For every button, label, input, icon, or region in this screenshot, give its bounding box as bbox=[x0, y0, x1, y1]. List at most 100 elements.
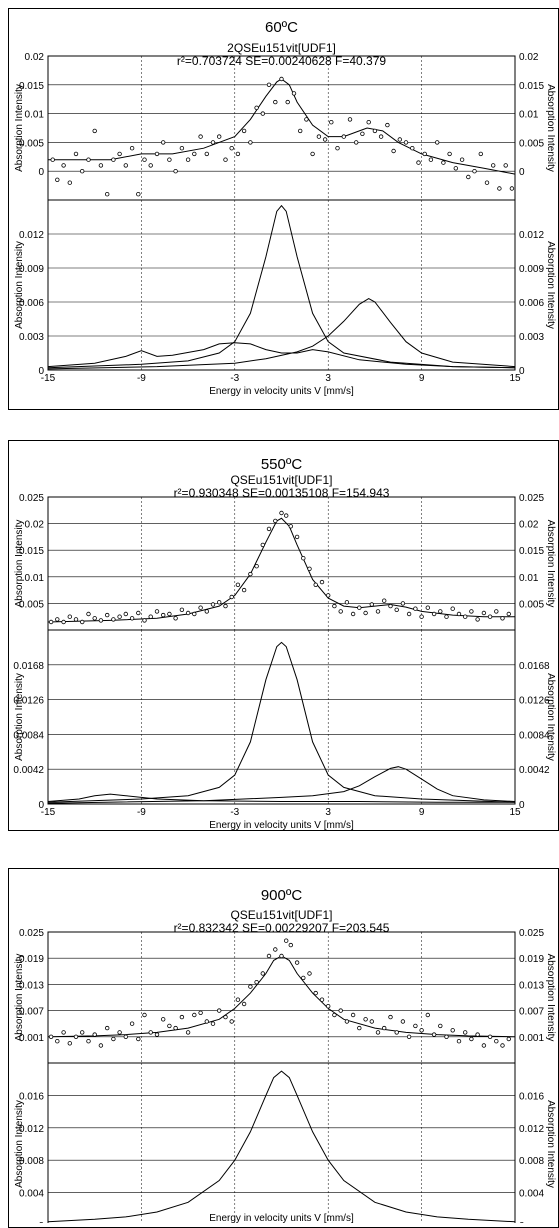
data-point bbox=[154, 1032, 160, 1037]
y-axis-label: Absorption Intensity bbox=[14, 954, 25, 1042]
data-point bbox=[235, 151, 241, 157]
y-tick-label: 0.02 bbox=[25, 52, 45, 63]
data-point bbox=[61, 619, 66, 625]
y-tick-label: 0.001 bbox=[19, 1033, 44, 1044]
data-point bbox=[332, 603, 337, 609]
data-point bbox=[266, 82, 272, 87]
data-point bbox=[136, 191, 141, 197]
data-point bbox=[50, 157, 55, 162]
data-point bbox=[341, 134, 346, 139]
data-point bbox=[216, 600, 222, 605]
data-point bbox=[487, 1034, 493, 1039]
data-point bbox=[173, 1025, 178, 1031]
data-point bbox=[506, 611, 511, 617]
data-point bbox=[313, 582, 318, 587]
data-point bbox=[148, 1030, 153, 1035]
data-point bbox=[142, 618, 147, 623]
data-point bbox=[431, 1032, 437, 1037]
data-point bbox=[48, 619, 54, 625]
data-point bbox=[366, 119, 371, 125]
y-tick-label-right: 0.001 bbox=[519, 1033, 544, 1044]
data-point bbox=[326, 593, 331, 598]
y-tick-label-right: 0.0126 bbox=[519, 696, 550, 707]
data-point bbox=[129, 1021, 135, 1026]
y-tick-label-right: 0.004 bbox=[519, 1189, 544, 1200]
data-point bbox=[313, 990, 318, 996]
data-point bbox=[397, 137, 402, 142]
data-point bbox=[453, 166, 458, 171]
data-point bbox=[123, 611, 128, 617]
data-point bbox=[472, 168, 477, 174]
y-tick-label-right: 0.005 bbox=[519, 138, 544, 149]
data-point bbox=[469, 609, 474, 614]
data-point bbox=[375, 1030, 381, 1035]
data-point bbox=[241, 587, 247, 593]
fit-curve bbox=[47, 955, 516, 1038]
chart-subtitle: QSEu151vit[UDF1] bbox=[230, 908, 332, 922]
y-axis-label-right: Absorption Intensity bbox=[545, 520, 556, 608]
data-point bbox=[463, 614, 468, 619]
data-point bbox=[466, 174, 471, 180]
data-point bbox=[444, 614, 449, 619]
y-axis-label-right: Absorption Intensity bbox=[545, 1100, 556, 1188]
data-point bbox=[204, 1019, 209, 1024]
data-point bbox=[385, 122, 390, 128]
chart-group: 900ºC QSEu151vit[UDF1]r²=0.832342 SE=0.00… bbox=[14, 887, 556, 1223]
data-point bbox=[382, 1025, 387, 1031]
y-tick-label-right: 0.006 bbox=[519, 298, 544, 309]
x-axis-label: Energy in velocity units V [mm/s] bbox=[209, 386, 354, 397]
data-point bbox=[67, 180, 72, 185]
data-point bbox=[48, 1034, 54, 1039]
component-curve bbox=[47, 298, 516, 370]
y-tick-label-right: 0.015 bbox=[519, 81, 544, 92]
data-point bbox=[173, 616, 178, 621]
data-point bbox=[338, 1008, 343, 1013]
y-tick-label: 0.01 bbox=[25, 573, 45, 584]
data-point bbox=[179, 1014, 185, 1020]
data-point bbox=[360, 131, 365, 136]
bottom-panel: 0 0 0.003 0.003 0.006 0.006 0.009 0.009 0.012 0.0… bbox=[14, 199, 556, 377]
y-tick-label-right: 0.025 bbox=[519, 493, 544, 504]
data-point bbox=[67, 1041, 72, 1046]
data-point bbox=[73, 1034, 79, 1039]
y-tick-label: 0.005 bbox=[19, 138, 44, 149]
y-tick-label-right: 0.003 bbox=[519, 332, 544, 343]
data-point bbox=[487, 614, 493, 619]
data-point bbox=[61, 163, 66, 168]
y-axis-label-right: Absorption Intensity bbox=[545, 84, 556, 172]
data-point bbox=[456, 611, 462, 617]
data-point bbox=[86, 611, 91, 617]
data-point bbox=[332, 1012, 337, 1018]
data-point bbox=[388, 603, 393, 609]
data-point bbox=[248, 984, 253, 989]
data-point bbox=[167, 157, 172, 162]
plot-area bbox=[47, 199, 516, 371]
fit-curve bbox=[47, 517, 515, 623]
data-point bbox=[279, 76, 284, 82]
plot-area bbox=[47, 629, 516, 805]
y-tick-label: 0.006 bbox=[19, 298, 44, 309]
y-tick-label-right: 0.019 bbox=[519, 954, 544, 965]
data-point bbox=[167, 1023, 172, 1029]
data-point bbox=[254, 105, 259, 110]
data-point bbox=[357, 605, 362, 610]
data-point bbox=[117, 151, 122, 157]
data-point bbox=[61, 1030, 66, 1035]
data-point bbox=[111, 1036, 116, 1042]
component-curve bbox=[47, 766, 516, 804]
chart-stats: r²=0.930348 SE=0.00135108 F=154.943 bbox=[174, 486, 390, 500]
data-point bbox=[117, 614, 122, 619]
y-tick-label: 0.015 bbox=[19, 546, 44, 557]
data-point bbox=[104, 612, 110, 618]
data-point bbox=[391, 148, 396, 154]
data-point bbox=[338, 609, 343, 614]
data-point bbox=[192, 151, 197, 157]
data-point bbox=[354, 140, 359, 145]
data-point bbox=[260, 971, 265, 976]
y-tick-label-right: 0.009 bbox=[519, 264, 544, 275]
data-point bbox=[229, 145, 234, 151]
data-point bbox=[73, 617, 79, 622]
data-point bbox=[406, 611, 412, 617]
data-point bbox=[210, 1021, 216, 1026]
data-point bbox=[173, 168, 178, 174]
